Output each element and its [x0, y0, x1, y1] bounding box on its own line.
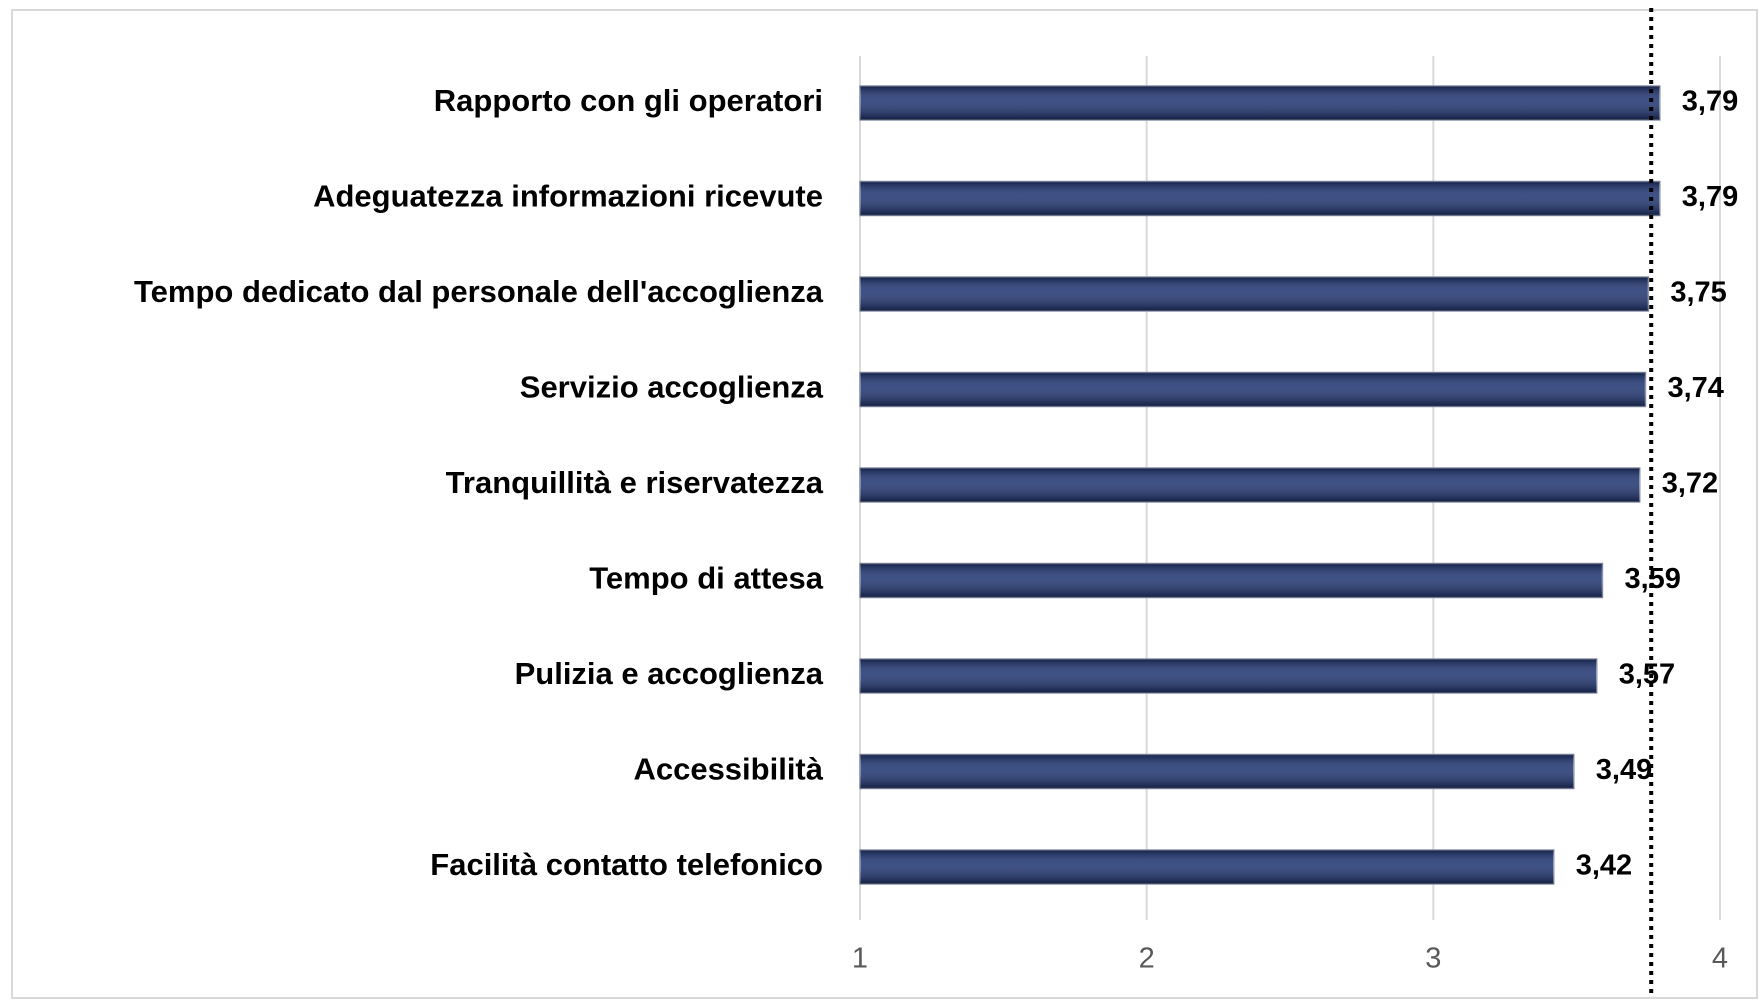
bar-shade	[860, 468, 1640, 502]
chart-border	[11, 9, 1758, 999]
value-label: 3,74	[1667, 372, 1723, 404]
bar-shade	[860, 277, 1649, 311]
y-tick-label: Servizio accoglienza	[520, 370, 824, 405]
value-label: 3,75	[1670, 277, 1726, 309]
value-label: 3,79	[1682, 86, 1738, 118]
value-label: 3,79	[1682, 181, 1738, 213]
x-tick-label: 3	[1425, 943, 1441, 975]
y-tick-label: Tempo di attesa	[589, 561, 823, 596]
value-label: 3,42	[1576, 850, 1632, 882]
bar-shade	[860, 181, 1660, 216]
x-tick-label: 2	[1139, 943, 1155, 975]
bar-shade	[860, 86, 1660, 120]
x-tick-label: 1	[852, 943, 868, 975]
value-label: 3,72	[1662, 468, 1718, 500]
x-tick-label: 4	[1712, 943, 1728, 975]
bar-shade	[860, 659, 1597, 693]
bar-shade	[860, 850, 1554, 884]
bar-shade	[860, 754, 1574, 789]
y-tick-label: Accessibilità	[633, 752, 823, 787]
bar-shade	[860, 372, 1646, 407]
value-label: 3,49	[1596, 754, 1652, 786]
bar-shade	[860, 563, 1603, 598]
y-tick-label: Tranquillità e riservatezza	[446, 465, 824, 500]
value-label: 3,57	[1619, 659, 1675, 691]
y-tick-label: Rapporto con gli operatori	[434, 83, 823, 118]
y-tick-label: Tempo dedicato dal personale dell'accogl…	[134, 274, 824, 309]
y-tick-label: Facilità contatto telefonico	[430, 847, 823, 882]
y-tick-label: Pulizia e accoglienza	[515, 656, 824, 691]
y-tick-label: Adeguatezza informazioni ricevute	[313, 179, 823, 214]
